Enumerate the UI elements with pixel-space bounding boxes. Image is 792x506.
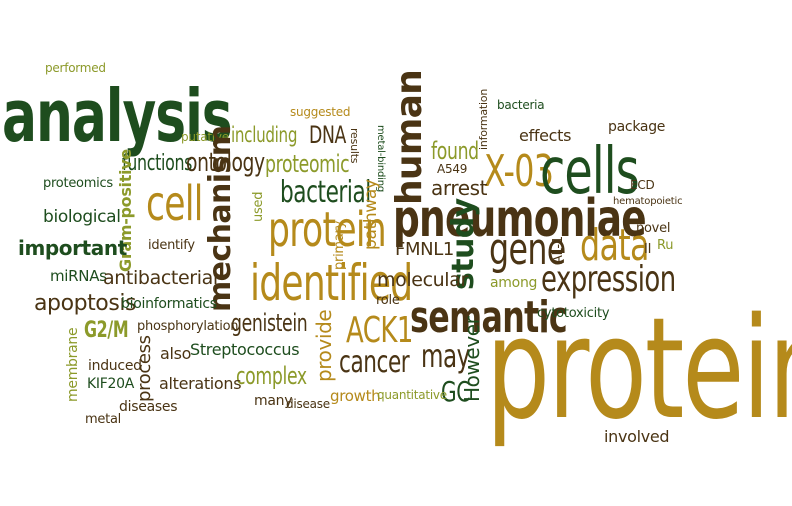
word: ontology bbox=[186, 148, 265, 178]
word: apoptosis bbox=[34, 291, 137, 316]
word: package bbox=[608, 119, 666, 135]
word: provide bbox=[312, 309, 336, 382]
word: suggested bbox=[290, 105, 351, 119]
word: functions bbox=[122, 151, 193, 176]
word: growth bbox=[330, 387, 381, 405]
word: hematopoietic bbox=[613, 196, 683, 207]
word: cytotoxicity bbox=[537, 306, 610, 321]
word: arrest bbox=[431, 176, 488, 200]
word: used bbox=[251, 191, 266, 222]
word: miRNAs bbox=[50, 267, 107, 285]
word: KIF20A bbox=[87, 376, 135, 392]
word: genistein bbox=[231, 309, 308, 337]
word: among bbox=[490, 275, 538, 291]
word: important bbox=[18, 236, 127, 260]
word: biological bbox=[43, 207, 121, 227]
word: found bbox=[431, 137, 479, 165]
word: pneumoniae bbox=[393, 189, 647, 249]
word: putative bbox=[181, 130, 229, 144]
word: cancer bbox=[339, 345, 410, 380]
word: bacterial bbox=[280, 175, 371, 210]
word: novel bbox=[636, 221, 671, 236]
word: DNA bbox=[309, 121, 347, 149]
word: human bbox=[389, 69, 430, 205]
word: identified bbox=[250, 254, 413, 312]
word: quantitative bbox=[377, 388, 447, 402]
word: FMNL1 bbox=[395, 239, 455, 260]
word: identify bbox=[148, 238, 195, 253]
word: cells bbox=[540, 135, 640, 209]
word: involved bbox=[604, 427, 670, 446]
word: may bbox=[421, 337, 470, 375]
word: alterations bbox=[159, 374, 242, 393]
word: bioinformatics bbox=[121, 296, 217, 312]
word: analysis bbox=[2, 74, 233, 158]
word: diseases bbox=[119, 399, 178, 415]
word: role bbox=[376, 293, 400, 308]
word: performed bbox=[45, 61, 106, 75]
word: disease bbox=[286, 397, 330, 411]
word: antibacterial bbox=[103, 267, 218, 289]
word: gene bbox=[489, 224, 566, 275]
word: membrane bbox=[65, 327, 81, 402]
word: ACK1 bbox=[346, 310, 413, 351]
word: information bbox=[477, 88, 490, 150]
word: induced bbox=[88, 358, 142, 374]
word: Streptococcus bbox=[190, 340, 300, 359]
word: Ru bbox=[657, 238, 674, 253]
word: cell bbox=[146, 176, 203, 232]
word: G2/M bbox=[84, 318, 129, 343]
word: A549 bbox=[437, 162, 468, 176]
word: proteins bbox=[486, 288, 792, 451]
word: GC bbox=[441, 375, 470, 408]
word: many bbox=[254, 393, 293, 409]
word: including bbox=[231, 123, 298, 147]
word: X-03 bbox=[484, 146, 554, 197]
word: pathway bbox=[361, 179, 381, 250]
word: protein bbox=[268, 202, 387, 258]
word: proteomics bbox=[43, 176, 113, 191]
word: molecular bbox=[377, 269, 468, 291]
word: II bbox=[644, 242, 652, 257]
word: phosphorylation bbox=[137, 319, 239, 334]
word: metal bbox=[85, 412, 122, 427]
word: data bbox=[580, 220, 649, 271]
word: bacteria bbox=[497, 98, 545, 112]
word: complex bbox=[236, 362, 307, 390]
word: effects bbox=[519, 126, 572, 145]
word: results bbox=[348, 128, 361, 164]
word: ECD bbox=[630, 178, 655, 192]
word: semantic bbox=[410, 292, 568, 343]
word: expression bbox=[541, 259, 676, 300]
word: proteomic bbox=[265, 150, 350, 178]
word: also bbox=[160, 344, 192, 363]
